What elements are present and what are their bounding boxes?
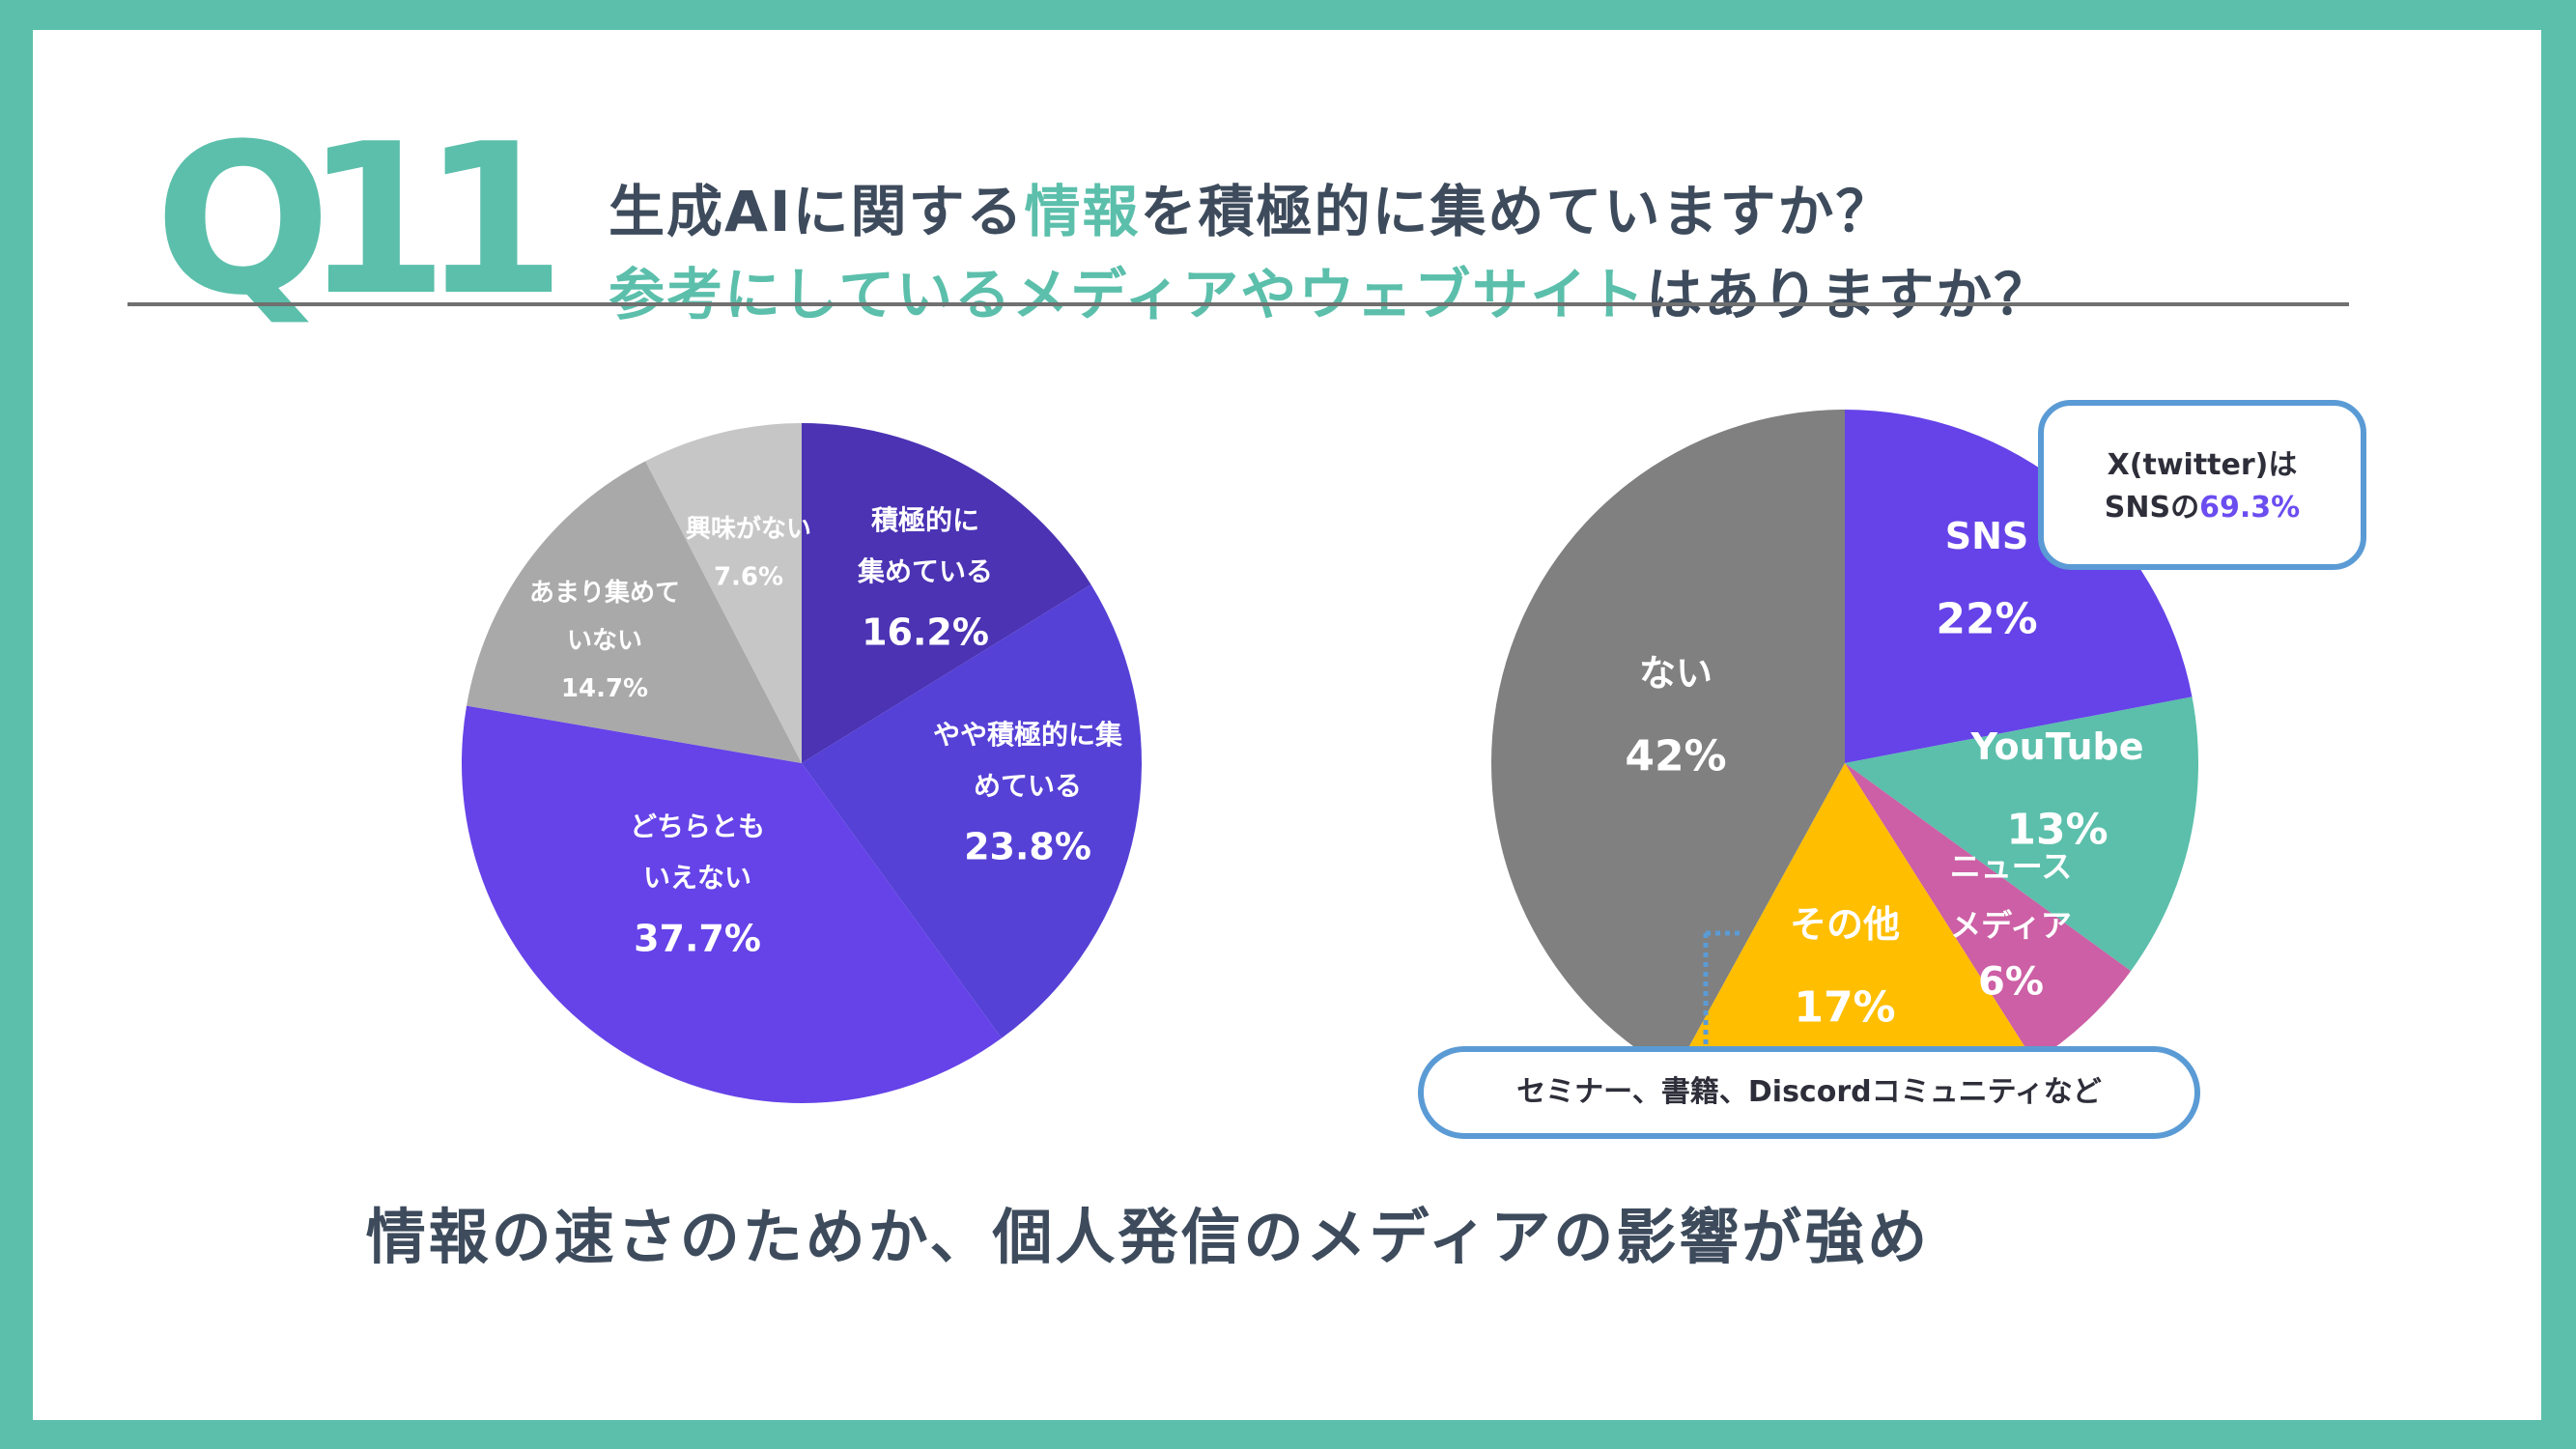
pie-slice bbox=[802, 423, 1091, 763]
slice-label: 興味がない bbox=[686, 514, 811, 544]
title-text: はありますか？ bbox=[1646, 262, 2052, 327]
slice-label: 集めている bbox=[857, 555, 993, 587]
callout-text: セミナー、書籍、Discordコミュニティなど bbox=[1516, 1075, 2102, 1109]
slice-value-label: 6% bbox=[1978, 960, 2044, 1005]
pie-slice bbox=[462, 705, 1002, 1103]
slice-value-label: 7.6% bbox=[714, 562, 783, 591]
pie-slice bbox=[1490, 410, 1845, 1073]
footer-message: 情報の速さのためか、個人発信のメディアの影響が強め bbox=[365, 1202, 1931, 1272]
pie-slice bbox=[645, 423, 802, 763]
title-text: 生成AIに関する bbox=[609, 179, 1025, 244]
title-line-2: 参考にしているメディアやウェブサイトはありますか？ bbox=[609, 249, 2052, 330]
slice-label: 積極的に bbox=[871, 504, 979, 536]
pie-slice bbox=[1674, 763, 2035, 1117]
slice-label: その他 bbox=[1790, 903, 1900, 946]
slice-label: あまり集めて bbox=[529, 578, 680, 608]
callout-pct: 69.3% bbox=[2199, 491, 2301, 525]
slice-value-label: 13% bbox=[2006, 806, 2108, 855]
slice-value-label: 22% bbox=[1936, 595, 2037, 644]
callout-line: SNSの69.3% bbox=[2044, 487, 2361, 529]
pie-slice bbox=[1845, 763, 2132, 1063]
pie-slice bbox=[802, 584, 1142, 1038]
slice-label: SNS bbox=[1945, 515, 2029, 557]
callout-text: SNSの bbox=[2104, 491, 2200, 525]
callout-leader-line bbox=[1703, 930, 1744, 1046]
slice-label: いない bbox=[567, 626, 642, 655]
slice-value-label: 23.8% bbox=[964, 826, 1091, 868]
x-twitter-callout: X(twitter)は SNSの69.3% bbox=[2038, 400, 2366, 570]
pie-slice bbox=[1845, 410, 2193, 763]
slice-label: いえない bbox=[643, 862, 751, 894]
pie-slice bbox=[1845, 696, 2198, 972]
title-accent: 参考にしているメディアやウェブサイト bbox=[609, 262, 1647, 327]
title-accent: 情報 bbox=[1024, 179, 1141, 244]
slice-value-label: 16.2% bbox=[862, 611, 989, 654]
question-number: Q11 bbox=[155, 99, 566, 341]
slice-label: やや積極的に集 bbox=[933, 719, 1122, 751]
slice-label: どちらとも bbox=[630, 810, 765, 842]
slice-label: メディア bbox=[1950, 907, 2072, 944]
slice-label: ニュース bbox=[1950, 848, 2072, 885]
pie-slice bbox=[467, 461, 802, 763]
title-divider bbox=[127, 302, 2349, 306]
other-media-callout: セミナー、書籍、Discordコミュニティなど bbox=[1418, 1046, 2200, 1139]
slice-value-label: 42% bbox=[1625, 732, 1726, 781]
slice-value-label: 14.7% bbox=[561, 674, 648, 703]
slice-value-label: 37.7% bbox=[634, 918, 761, 960]
slice-value-label: 17% bbox=[1794, 983, 1895, 1033]
title-text: を積極的に集めていますか？ bbox=[1140, 179, 1894, 244]
title-line-1: 生成AIに関する情報を積極的に集めていますか？ bbox=[609, 166, 1894, 247]
callout-line: X(twitter)は bbox=[2107, 448, 2298, 482]
slice-label: YouTube bbox=[1970, 725, 2144, 768]
slice-label: ない bbox=[1639, 652, 1713, 695]
slice-label: めている bbox=[974, 770, 1082, 802]
